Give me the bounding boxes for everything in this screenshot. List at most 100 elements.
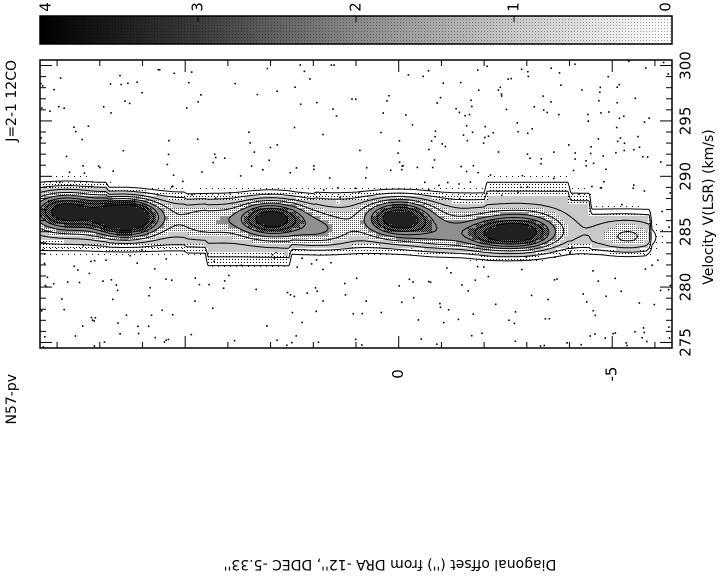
emission-cell [64,180,68,184]
contour-line [51,203,537,243]
emission-cell [480,248,484,252]
emission-cell [204,252,208,256]
emission-cell [104,232,108,236]
emission-cell [360,236,364,240]
emission-cell [240,236,244,240]
emission-cell [216,260,220,264]
emission-cell [112,228,116,232]
emission-cell [536,252,540,256]
noise-dot [667,73,669,75]
emission-cell [632,248,636,252]
noise-dot [487,135,490,137]
emission-cell [388,240,392,244]
emission-cell [496,200,500,204]
emission-cell [108,200,112,204]
emission-cell [88,200,92,204]
emission-cell [128,204,132,208]
emission-cell [624,248,628,252]
emission-cell [112,240,116,244]
emission-cell [176,196,180,200]
emission-cell [188,212,192,216]
emission-cell [216,200,220,204]
emission-cell [464,212,468,216]
emission-cell [368,236,372,240]
contour-line [40,185,652,259]
emission-cell [620,204,624,208]
noise-dot [458,111,461,114]
emission-cell [636,232,640,236]
emission-cell [516,256,520,260]
emission-cell [184,192,188,196]
emission-cell [540,240,544,244]
emission-cell [344,204,348,208]
emission-cell [272,244,276,248]
noise-dot [497,89,500,91]
emission-cell [160,216,164,220]
emission-cell [76,180,80,184]
emission-cell [640,216,644,220]
emission-cell [516,200,520,204]
emission-cell [420,256,424,260]
emission-cell [140,224,144,228]
emission-cell [400,224,404,228]
emission-cell [108,180,112,184]
emission-cell [540,200,544,204]
emission-cell [52,224,56,228]
emission-cell [264,236,268,240]
noise-dot [213,153,216,155]
emission-cell [572,208,576,212]
emission-cell [332,188,336,192]
emission-cell [220,220,224,224]
emission-cell [228,252,232,256]
emission-cell [64,188,68,192]
emission-cell [244,240,248,244]
emission-cell [564,200,568,204]
emission-cell [220,236,224,240]
emission-cell [52,252,56,256]
emission-cell [368,204,372,208]
emission-cell [472,200,476,204]
emission-cell [512,184,516,188]
noise-dot [42,346,45,348]
emission-cell [192,200,196,204]
emission-cell [456,240,460,244]
emission-cell [244,228,248,232]
emission-cell [248,240,252,244]
emission-cell [628,216,632,220]
emission-cell [244,256,248,260]
emission-cell [520,256,524,260]
noise-dot [127,82,129,85]
emission-cell [616,252,620,256]
emission-cell [360,240,364,244]
emission-cell [144,252,148,256]
emission-cell [316,256,320,260]
emission-cell [204,244,208,248]
emission-cell [420,252,424,256]
emission-cell [112,248,116,252]
emission-cell [396,220,400,224]
emission-cell [252,256,256,260]
emission-cell [524,184,528,188]
emission-cell [212,252,216,256]
emission-cell [200,224,204,228]
emission-cell [256,236,260,240]
emission-cell [376,240,380,244]
emission-cell [224,200,228,204]
emission-cell [376,248,380,252]
emission-cell [272,224,276,228]
emission-cell [184,204,188,208]
noise-dot [196,138,199,140]
emission-cell [208,232,212,236]
emission-cell [352,208,356,212]
emission-cell [116,220,120,224]
noise-dot [249,142,251,144]
emission-cell [80,224,84,228]
emission-cell [368,248,372,252]
emission-cell [536,244,540,248]
noise-dot [61,298,63,300]
emission-cell [476,224,480,228]
emission-cell [588,212,592,216]
emission-cell [360,220,364,224]
emission-cell [648,208,652,212]
emission-cell [604,232,608,236]
